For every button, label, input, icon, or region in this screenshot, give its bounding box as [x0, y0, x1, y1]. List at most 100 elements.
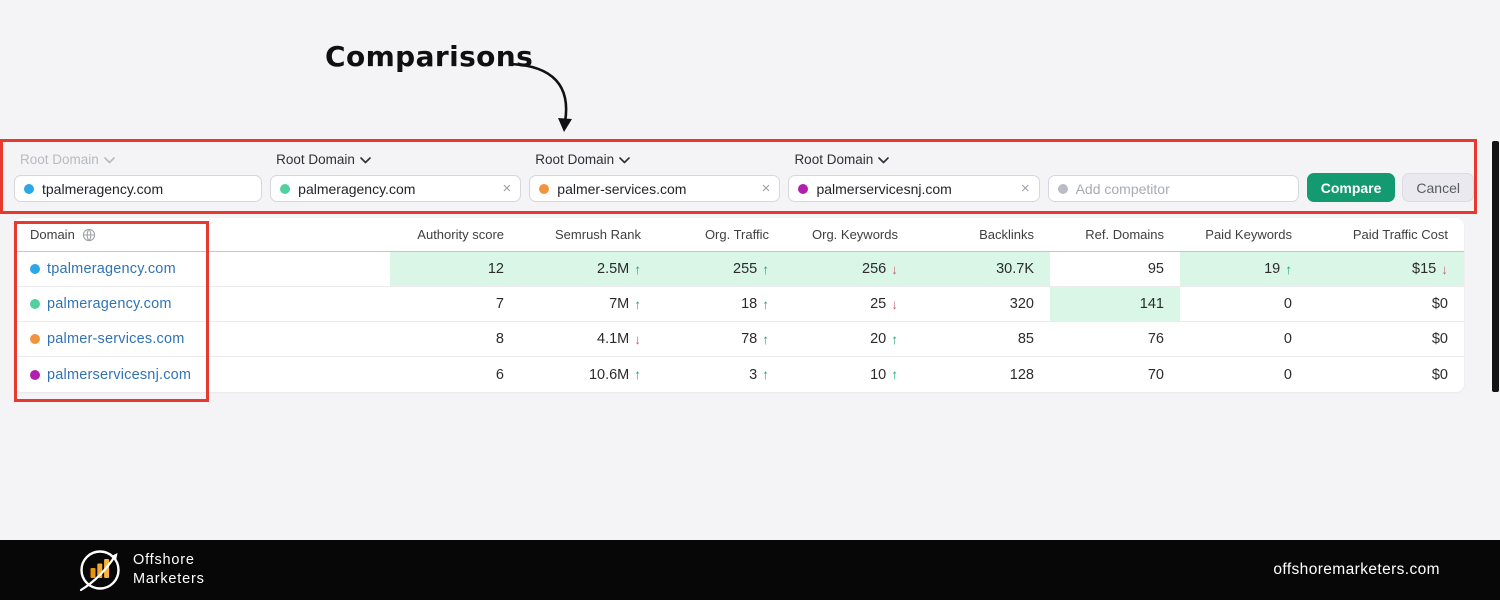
metric-value: 20	[870, 331, 887, 347]
compare-button[interactable]: Compare	[1306, 173, 1396, 202]
trend-up-icon: ↑	[634, 261, 641, 277]
table-row: palmeragency.com 7 7M ↑ 18 ↑ 25 ↓ 320 141 0 $0	[14, 287, 1464, 322]
brand: Offshore Marketers	[76, 546, 205, 594]
metric-cell: 256 ↓	[785, 252, 914, 286]
metric-cell: 85	[914, 322, 1050, 356]
root-domain-dropdown[interactable]: Root Domain	[270, 152, 521, 167]
offshore-marketers-logo-icon	[79, 550, 120, 592]
domain-link[interactable]: palmer-services.com	[47, 331, 185, 347]
competitor-slot: Root Domain palmeragency.com ×	[270, 152, 522, 202]
domain-link[interactable]: palmeragency.com	[47, 296, 172, 312]
domain-input-value: tpalmeragency.com	[42, 180, 164, 197]
metric-cell: 0	[1180, 322, 1308, 356]
metric-cell: 18 ↑	[657, 287, 785, 321]
metric-value: 0	[1283, 366, 1292, 383]
table-row: palmer-services.com 8 4.1M ↓ 78 ↑ 20 ↑ 85 76 0 $0	[14, 322, 1464, 357]
trend-down-icon: ↓	[891, 296, 898, 312]
trend-up-icon: ↑	[762, 261, 769, 277]
column-header-paid-keywords: Paid Keywords	[1180, 218, 1308, 251]
competitor-slot: Root Domain tpalmeragency.com	[14, 152, 263, 202]
metric-value: 25	[870, 296, 887, 312]
metric-cell: 0	[1180, 357, 1308, 392]
root-domain-dropdown[interactable]: Root Domain	[788, 152, 1039, 167]
globe-icon	[82, 228, 95, 242]
metric-cell: 128	[914, 357, 1050, 392]
add-competitor-input[interactable]: Add competitor	[1047, 175, 1299, 202]
metric-cell: 141	[1050, 287, 1180, 321]
metric-cell: 10.6M ↑	[520, 357, 657, 392]
root-domain-dropdown[interactable]: Root Domain	[14, 152, 262, 167]
metric-cell: 19 ↑	[1180, 252, 1308, 286]
metric-value: $0	[1431, 331, 1448, 347]
domain-color-dot	[30, 369, 40, 380]
clear-input-icon[interactable]: ×	[761, 180, 771, 197]
column-header-label: Authority score	[417, 227, 504, 242]
page-title: Comparisons	[325, 40, 534, 73]
chevron-down-icon	[360, 152, 371, 167]
metric-value: $15	[1412, 261, 1437, 277]
domain-input[interactable]: palmerservicesnj.com ×	[788, 175, 1040, 202]
metric-cell: 255 ↑	[657, 252, 785, 286]
metric-cell: $0	[1308, 287, 1464, 321]
metric-value: 320	[1009, 296, 1034, 312]
trend-up-icon: ↑	[634, 296, 641, 312]
trend-up-icon: ↑	[634, 367, 641, 382]
metric-value: 7M	[609, 296, 630, 312]
domain-color-dot	[280, 183, 291, 194]
domain-cell: palmeragency.com	[14, 287, 390, 321]
metric-value: 8	[495, 331, 504, 347]
clear-input-icon[interactable]: ×	[1020, 180, 1030, 197]
domain-input[interactable]: tpalmeragency.com	[14, 175, 263, 202]
table-row: palmerservicesnj.com 6 10.6M ↑ 3 ↑ 10 ↑ 128 70 0 $0	[14, 357, 1464, 392]
metric-cell: 3 ↑	[657, 357, 785, 392]
competitor-slot: Root Domain palmerservicesnj.com ×	[788, 152, 1040, 202]
root-domain-dropdown-label: Root Domain	[535, 152, 615, 167]
curved-arrow-annotation	[509, 62, 572, 132]
domain-input-value: palmer-services.com	[557, 180, 687, 197]
domain-cell: tpalmeragency.com	[14, 252, 390, 286]
column-header-label: Org. Traffic	[704, 227, 769, 242]
column-header-label: Domain	[30, 227, 75, 242]
column-header-ref-domains: Ref. Domains	[1050, 218, 1180, 251]
column-header-label: Org. Keywords	[812, 227, 898, 242]
competitor-slot: Root Domain palmer-services.com ×	[529, 152, 781, 202]
trend-up-icon: ↑	[762, 367, 769, 382]
footer-website-text: offshoremarketers.com	[1273, 561, 1440, 578]
metric-cell: $0	[1308, 357, 1464, 392]
metric-value: $0	[1431, 296, 1448, 312]
domain-input[interactable]: palmeragency.com ×	[270, 175, 522, 202]
brand-name: Offshore Marketers	[133, 552, 205, 587]
root-domain-dropdown[interactable]: Root Domain	[529, 152, 780, 167]
domain-input[interactable]: palmer-services.com ×	[529, 175, 781, 202]
domain-comparison-table: Domain Authority score Semrush Rank Org. Tr…	[14, 218, 1464, 392]
metric-value: 19	[1264, 261, 1281, 277]
root-domain-dropdown-label: Root Domain	[794, 152, 874, 167]
cancel-button[interactable]: Cancel	[1402, 173, 1474, 202]
column-header-paid-traffic-cost: Paid Traffic Cost	[1308, 218, 1464, 251]
metric-value: 0	[1283, 296, 1292, 312]
metric-value: 0	[1283, 331, 1292, 347]
column-header-org-keywords: Org. Keywords	[785, 218, 914, 251]
metric-cell: 7	[390, 287, 520, 321]
metric-cell: 7M ↑	[520, 287, 657, 321]
metric-cell: 95	[1050, 252, 1180, 286]
metric-cell: 78 ↑	[657, 322, 785, 356]
trend-up-icon: ↑	[891, 331, 898, 347]
metric-value: 6	[495, 366, 504, 383]
chevron-down-icon	[619, 152, 630, 167]
domain-link[interactable]: tpalmeragency.com	[47, 261, 176, 277]
metric-value: 10.6M	[588, 366, 630, 383]
metric-value: 10	[870, 366, 887, 383]
chevron-down-icon	[103, 152, 115, 167]
clear-input-icon[interactable]: ×	[502, 180, 512, 197]
domain-link[interactable]: palmerservicesnj.com	[47, 366, 192, 383]
trend-up-icon: ↑	[1285, 261, 1292, 277]
vertical-scrollbar[interactable]	[1492, 141, 1499, 392]
footer: Offshore Marketers offshoremarketers.com	[0, 540, 1500, 600]
domain-color-dot	[30, 299, 40, 309]
metric-cell: 320	[914, 287, 1050, 321]
column-header-label: Ref. Domains	[1085, 227, 1164, 242]
table-row: tpalmeragency.com 12 2.5M ↑ 255 ↑ 256 ↓ 30.7K 95 1…	[14, 252, 1464, 287]
trend-down-icon: ↓	[891, 261, 898, 277]
metric-value: $0	[1431, 366, 1448, 383]
